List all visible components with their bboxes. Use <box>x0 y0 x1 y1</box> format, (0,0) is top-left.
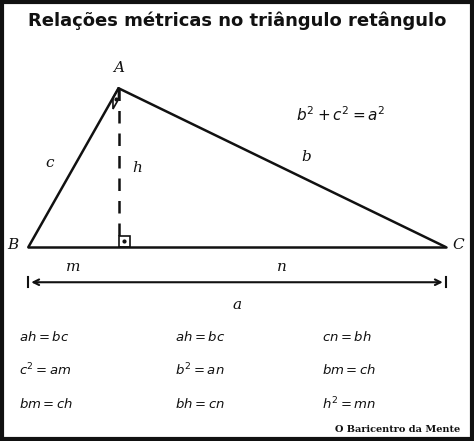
Text: $bm = ch$: $bm = ch$ <box>322 363 377 377</box>
Text: n: n <box>277 260 287 274</box>
Text: $b^2 + c^2 = a^2$: $b^2 + c^2 = a^2$ <box>296 105 386 124</box>
Text: $h^2 = mn$: $h^2 = mn$ <box>322 395 377 412</box>
Text: B: B <box>8 238 19 252</box>
Text: $ah = bc$: $ah = bc$ <box>19 330 69 344</box>
Text: a: a <box>232 298 242 312</box>
Text: A: A <box>113 61 124 75</box>
Text: m: m <box>66 260 81 274</box>
Text: Relações métricas no triângulo retângulo: Relações métricas no triângulo retângulo <box>28 11 446 30</box>
Text: c: c <box>46 156 54 170</box>
Text: $c^2 = am$: $c^2 = am$ <box>19 362 72 379</box>
Text: O Baricentro da Mente: O Baricentro da Mente <box>335 426 460 434</box>
Text: C: C <box>453 238 465 252</box>
Text: $cn = bh$: $cn = bh$ <box>322 330 372 344</box>
Text: $bh = cn$: $bh = cn$ <box>175 396 225 411</box>
Text: $b^2 = an$: $b^2 = an$ <box>175 362 225 379</box>
Text: $ah = bc$: $ah = bc$ <box>175 330 226 344</box>
Text: h: h <box>133 161 143 175</box>
Text: $bm = ch$: $bm = ch$ <box>19 396 73 411</box>
Text: b: b <box>301 149 310 164</box>
